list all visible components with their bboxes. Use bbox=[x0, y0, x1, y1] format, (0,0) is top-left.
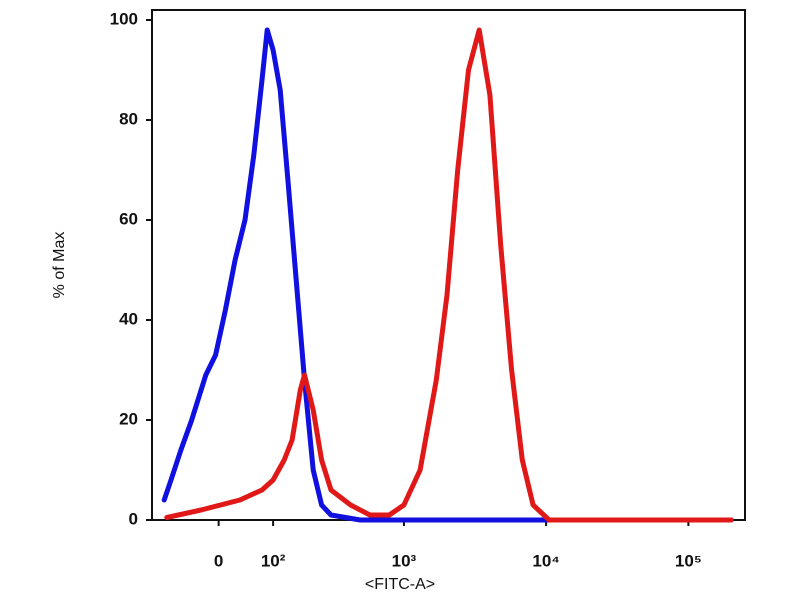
y-tick-label: 100 bbox=[110, 9, 138, 28]
y-tick-label: 40 bbox=[119, 309, 138, 328]
x-axis-label: <FITC-A> bbox=[365, 576, 435, 593]
y-tick-label: 80 bbox=[119, 109, 138, 128]
y-tick-label: 20 bbox=[119, 409, 138, 428]
series-line bbox=[161, 27, 734, 523]
x-tick-label: 10³ bbox=[392, 551, 417, 570]
x-tick-label: 10⁴ bbox=[532, 551, 559, 570]
y-axis-label: % of Max bbox=[51, 232, 68, 299]
y-tick-label: 0 bbox=[129, 509, 138, 528]
x-tick-label: 0 bbox=[214, 551, 223, 570]
y-tick-label: 60 bbox=[119, 209, 138, 228]
x-tick-label: 10⁵ bbox=[675, 551, 702, 570]
series-line bbox=[164, 27, 734, 523]
x-tick-label: 10² bbox=[261, 551, 286, 570]
